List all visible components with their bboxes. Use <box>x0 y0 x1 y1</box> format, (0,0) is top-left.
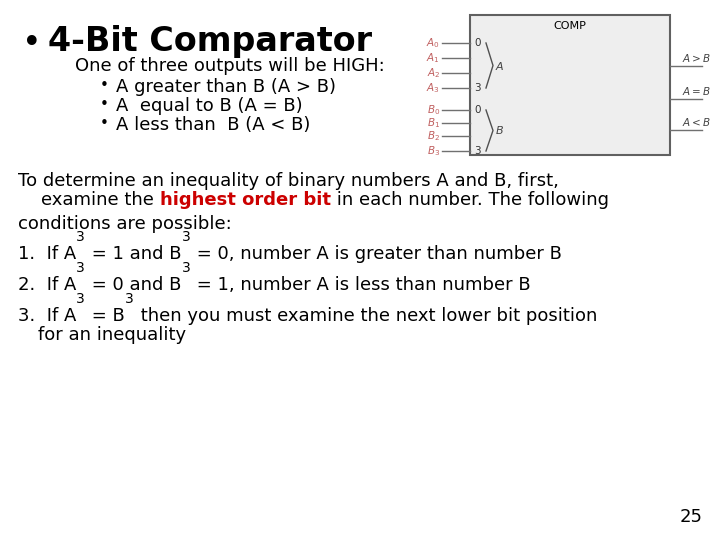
Text: To determine an inequality of binary numbers A and B, first,: To determine an inequality of binary num… <box>18 172 559 190</box>
Text: •: • <box>100 78 109 93</box>
Text: then you must examine the next lower bit position: then you must examine the next lower bit… <box>135 307 597 325</box>
Text: 0: 0 <box>474 105 480 115</box>
Text: A  equal to B (A = B): A equal to B (A = B) <box>116 97 302 115</box>
Bar <box>470 15 670 155</box>
Text: 3: 3 <box>76 262 85 276</box>
Text: 3: 3 <box>76 231 85 245</box>
Text: highest order bit: highest order bit <box>160 191 330 209</box>
Text: A less than  B (A < B): A less than B (A < B) <box>116 116 310 134</box>
Text: = B: = B <box>86 307 125 325</box>
Text: •: • <box>100 116 109 131</box>
Text: examine the: examine the <box>18 191 160 209</box>
Text: $A_0$: $A_0$ <box>426 36 440 50</box>
Text: $A > B$: $A > B$ <box>682 51 711 64</box>
Text: 3: 3 <box>76 293 85 307</box>
Text: for an inequality: for an inequality <box>38 326 186 344</box>
Text: $A$: $A$ <box>495 59 505 71</box>
Text: $A < B$: $A < B$ <box>682 116 711 127</box>
Text: $B_1$: $B_1$ <box>427 116 440 130</box>
Text: $B_0$: $B_0$ <box>427 103 440 117</box>
Text: conditions are possible:: conditions are possible: <box>18 215 232 233</box>
Text: 2.  If A: 2. If A <box>18 276 76 294</box>
Text: 3: 3 <box>181 261 190 275</box>
Text: $B_3$: $B_3$ <box>427 144 440 158</box>
Text: $A_3$: $A_3$ <box>426 81 440 95</box>
Text: 3.  If A: 3. If A <box>18 307 76 325</box>
Text: 25: 25 <box>680 508 703 526</box>
Text: $B_2$: $B_2$ <box>427 129 440 143</box>
Text: = 0 and B: = 0 and B <box>86 276 181 294</box>
Text: 3: 3 <box>474 83 481 93</box>
Text: •: • <box>22 27 42 60</box>
Text: 1.  If A: 1. If A <box>18 245 76 263</box>
Text: 3: 3 <box>76 261 85 275</box>
Text: 3: 3 <box>76 292 85 306</box>
Text: = 0, number A is greater than number B: = 0, number A is greater than number B <box>192 245 562 263</box>
Text: $A_2$: $A_2$ <box>426 66 440 80</box>
Text: •: • <box>100 97 109 112</box>
Text: 0: 0 <box>474 38 480 48</box>
Text: $A_1$: $A_1$ <box>426 51 440 65</box>
Text: 4-Bit Comparator: 4-Bit Comparator <box>48 25 372 58</box>
Text: 3: 3 <box>474 146 481 156</box>
Text: $B$: $B$ <box>495 125 504 137</box>
Text: 3: 3 <box>125 292 134 306</box>
Text: = 1 and B: = 1 and B <box>86 245 181 263</box>
Text: 3: 3 <box>76 230 85 244</box>
Text: One of three outputs will be HIGH:: One of three outputs will be HIGH: <box>75 57 384 75</box>
Text: = 1, number A is less than number B: = 1, number A is less than number B <box>192 276 531 294</box>
Text: 3: 3 <box>125 293 134 307</box>
Text: $A = B$: $A = B$ <box>682 85 711 97</box>
Text: A greater than B (A > B): A greater than B (A > B) <box>116 78 336 96</box>
Text: 3: 3 <box>181 231 190 245</box>
Text: 3: 3 <box>181 230 190 244</box>
Text: COMP: COMP <box>554 21 586 31</box>
Text: 3: 3 <box>181 262 190 276</box>
Text: in each number. The following: in each number. The following <box>330 191 608 209</box>
